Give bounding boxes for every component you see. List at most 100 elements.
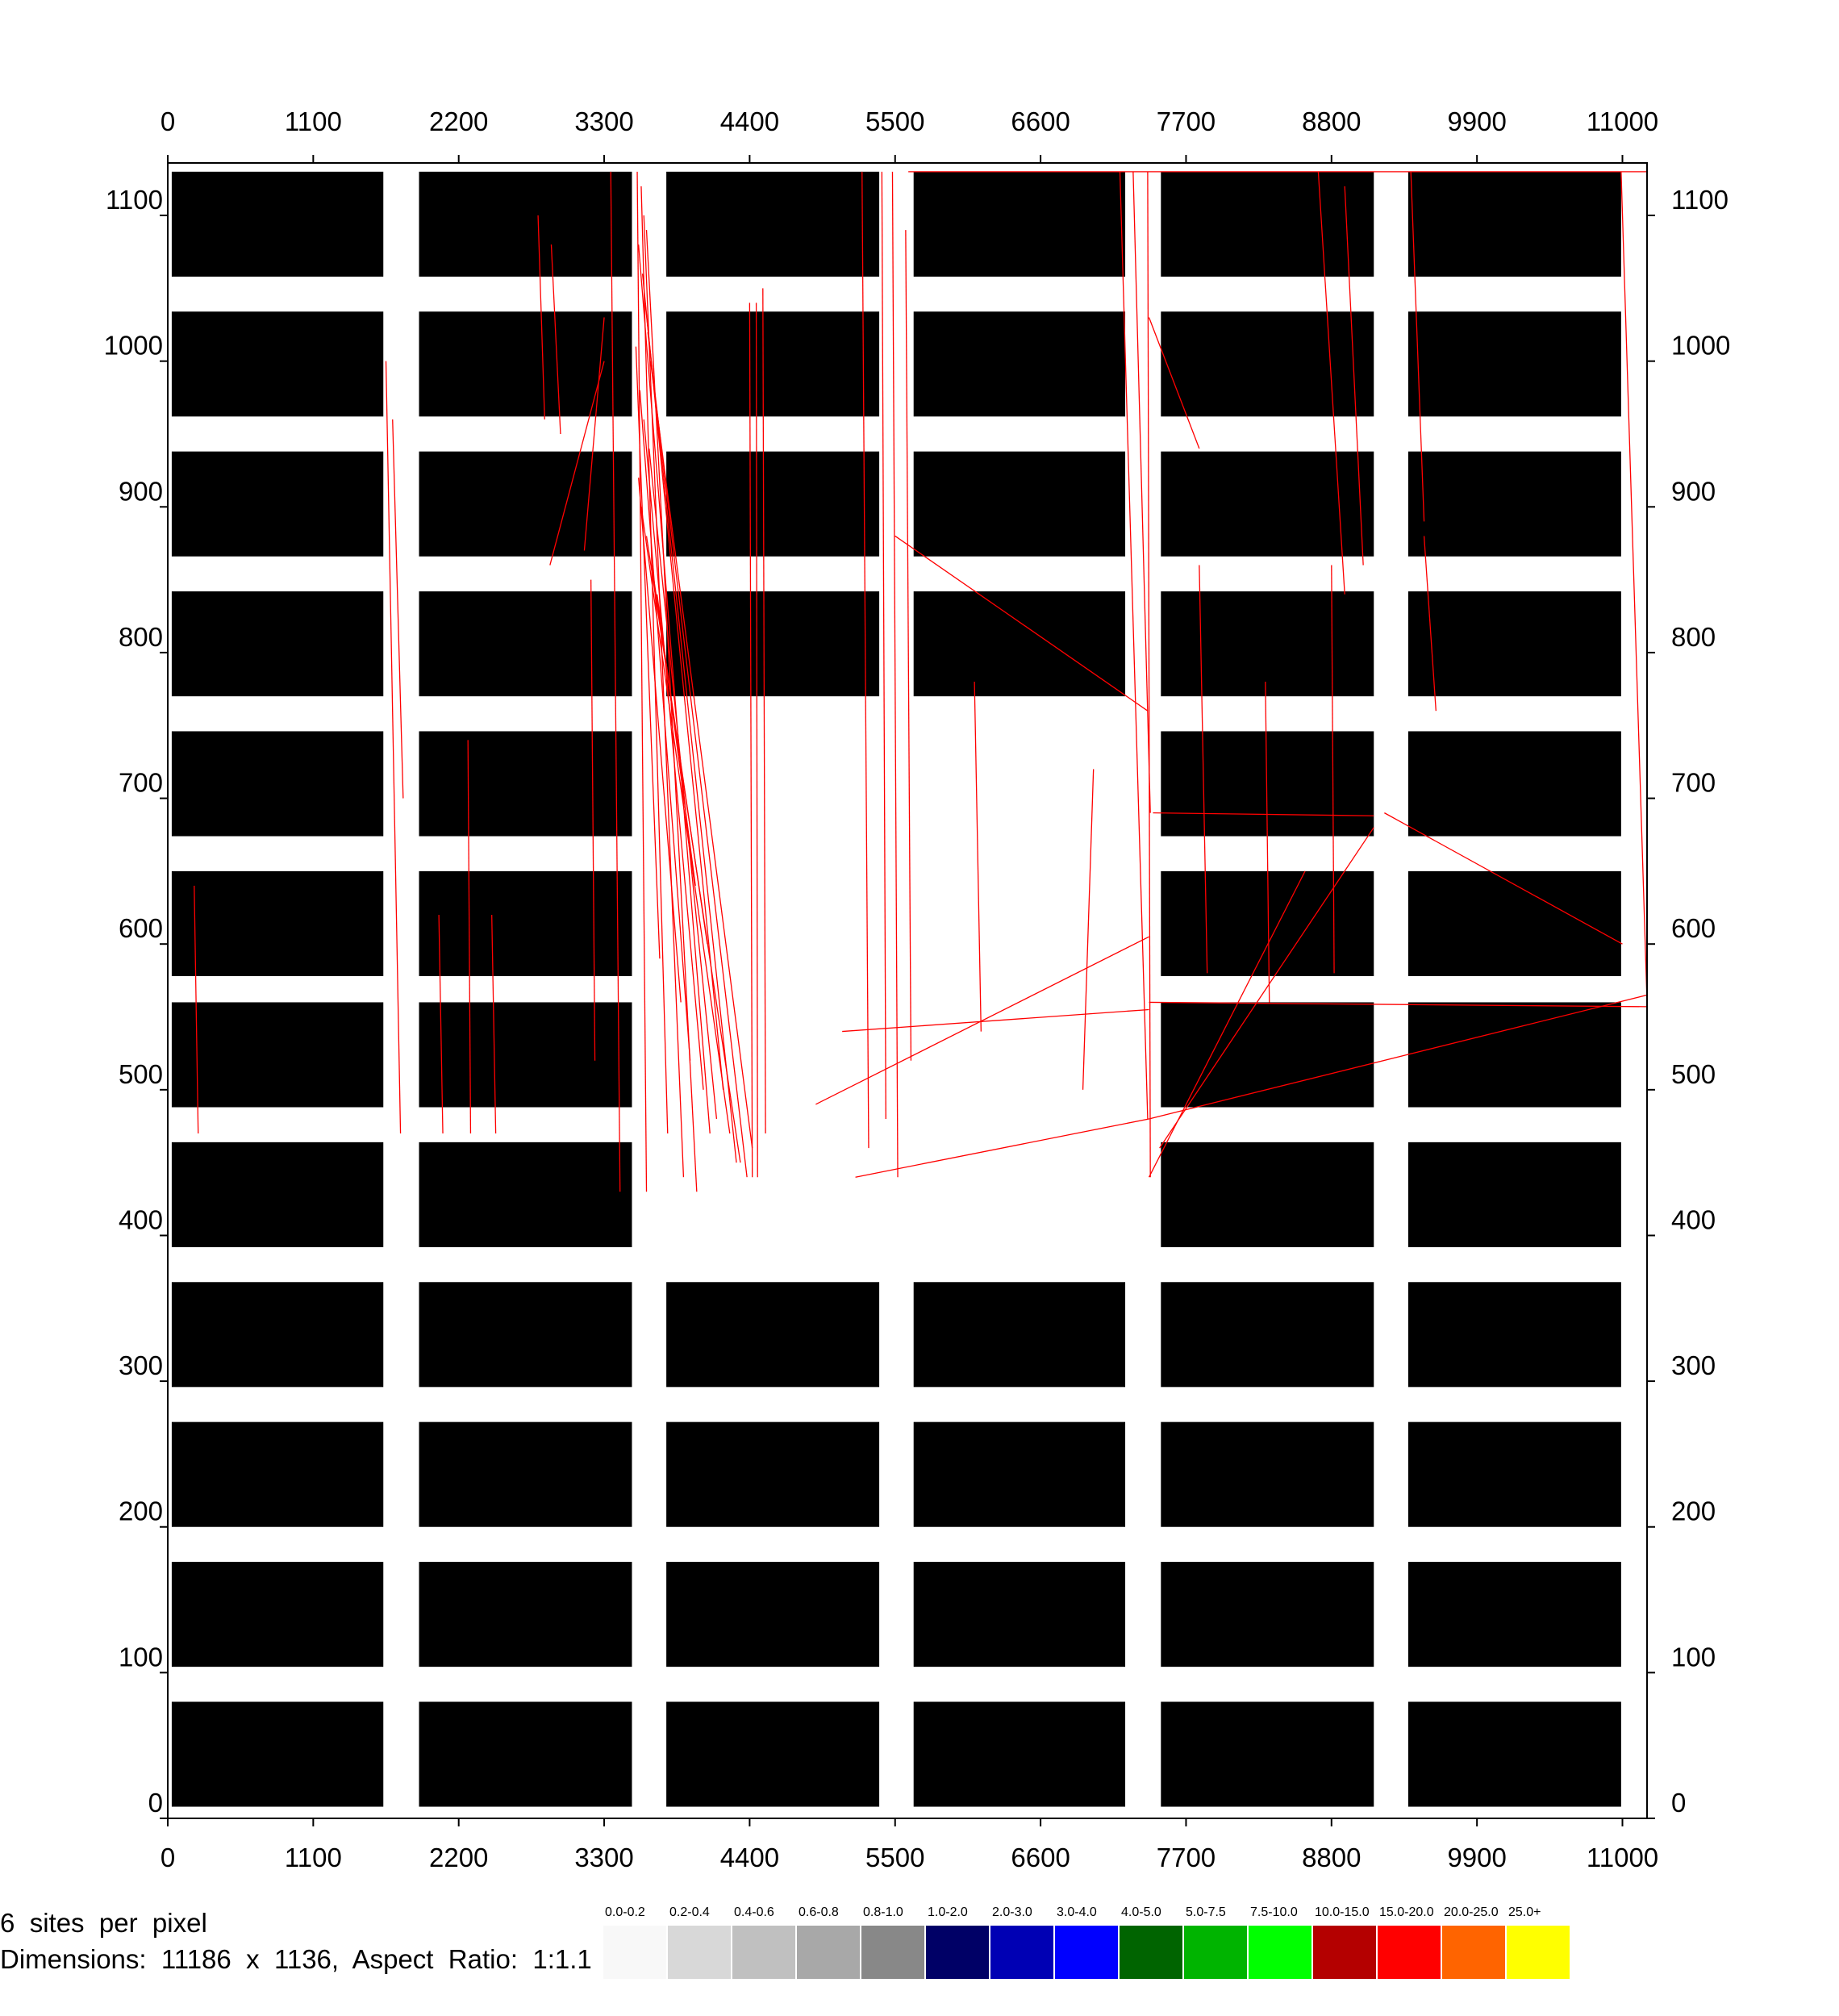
legend-swatch xyxy=(732,1926,795,1979)
trace-line xyxy=(749,303,753,1178)
site-block xyxy=(171,451,384,557)
trace-line xyxy=(583,317,605,551)
legend-swatch xyxy=(603,1926,666,1979)
trace-line xyxy=(1317,171,1345,595)
trace-line xyxy=(639,390,691,1061)
trace-line xyxy=(1159,827,1374,1149)
y-tick-label-right: 800 xyxy=(1671,622,1716,652)
trace-line xyxy=(590,579,596,1061)
trace-line xyxy=(537,215,545,419)
y-tick-label-left: 600 xyxy=(119,913,163,943)
x-tick-label-bottom: 7700 xyxy=(1157,1843,1216,1872)
y-tick-label-right: 700 xyxy=(1671,768,1716,798)
site-block xyxy=(1407,870,1621,976)
legend-swatch xyxy=(926,1926,989,1979)
site-block xyxy=(913,451,1126,557)
site-block xyxy=(666,1421,880,1527)
trace-line xyxy=(905,230,912,1061)
site-block xyxy=(913,591,1126,697)
site-block xyxy=(1161,1421,1374,1527)
x-tick-label-top: 2200 xyxy=(429,106,488,136)
trace-line xyxy=(491,915,497,1134)
y-tick-label-left: 1100 xyxy=(106,185,163,215)
trace-line xyxy=(635,346,661,959)
x-tick-label-top: 0 xyxy=(161,106,175,136)
sites-per-pixel-note: 6 sites per pixel xyxy=(0,1908,207,1938)
trace-line xyxy=(842,1008,1149,1033)
site-block xyxy=(1407,731,1621,837)
trace-line xyxy=(1132,171,1151,813)
x-tick-label-bottom: 1100 xyxy=(285,1843,342,1872)
legend-label: 5.0-7.5 xyxy=(1186,1905,1226,1919)
trace-line xyxy=(1423,536,1437,712)
y-tick-label-left: 100 xyxy=(119,1642,163,1672)
legend-label: 0.6-0.8 xyxy=(799,1905,839,1919)
trace-line xyxy=(550,244,561,435)
legend-swatch xyxy=(990,1926,1053,1979)
x-tick-label-top: 4400 xyxy=(720,106,779,136)
y-tick-label-left: 400 xyxy=(119,1204,163,1234)
legend-swatch xyxy=(1249,1926,1311,1979)
site-block xyxy=(419,870,632,976)
y-tick-label-left: 0 xyxy=(148,1788,163,1818)
legend-swatch xyxy=(861,1926,924,1979)
legend-label: 4.0-5.0 xyxy=(1121,1905,1161,1919)
legend-swatch xyxy=(1120,1926,1182,1979)
site-block xyxy=(1407,1002,1621,1108)
site-block xyxy=(1161,1562,1374,1667)
site-block xyxy=(419,1002,632,1108)
site-block xyxy=(419,1701,632,1807)
site-block xyxy=(1161,311,1374,417)
trace-line xyxy=(549,361,605,566)
trace-line xyxy=(815,936,1149,1105)
site-block xyxy=(419,171,632,277)
site-block xyxy=(1161,1142,1374,1247)
site-block xyxy=(1161,1282,1374,1388)
legend-label: 0.4-0.6 xyxy=(734,1905,774,1919)
trace-line xyxy=(891,171,899,1178)
trace-line xyxy=(1265,682,1270,1003)
site-block xyxy=(1407,1421,1621,1527)
x-tick-label-bottom: 6600 xyxy=(1011,1843,1070,1872)
x-tick-label-bottom: 9900 xyxy=(1447,1843,1506,1872)
x-tick-label-bottom: 5500 xyxy=(865,1843,924,1872)
site-block xyxy=(913,1701,1126,1807)
y-tick-label-left: 800 xyxy=(119,622,163,652)
site-block xyxy=(171,731,384,837)
site-block xyxy=(666,591,880,697)
site-block xyxy=(1161,171,1374,277)
site-block xyxy=(419,591,632,697)
trace-line xyxy=(1147,171,1151,1178)
legend-swatch xyxy=(1442,1926,1505,1979)
y-tick-label-left: 500 xyxy=(119,1059,163,1089)
trace-line xyxy=(1331,565,1335,974)
legend-swatch xyxy=(1507,1926,1570,1979)
y-tick-label-right: 600 xyxy=(1671,913,1716,943)
legend-label: 25.0+ xyxy=(1508,1905,1541,1919)
site-block xyxy=(1161,451,1374,557)
site-block xyxy=(1161,591,1374,697)
trace-line xyxy=(1082,769,1095,1090)
x-tick-label-bottom: 3300 xyxy=(574,1843,633,1872)
x-tick-label-top: 5500 xyxy=(865,106,924,136)
trace-line xyxy=(1153,812,1374,816)
x-tick-label-top: 9900 xyxy=(1447,106,1506,136)
trace-line xyxy=(762,288,766,1134)
legend-label: 20.0-25.0 xyxy=(1444,1905,1499,1919)
site-block xyxy=(171,171,384,277)
site-block xyxy=(913,311,1126,417)
trace-line xyxy=(641,273,724,1090)
y-tick-label-left: 900 xyxy=(119,476,163,506)
x-tick-label-top: 3300 xyxy=(574,106,633,136)
site-block xyxy=(666,311,880,417)
legend-swatch xyxy=(1313,1926,1376,1979)
y-tick-label-right: 400 xyxy=(1671,1204,1716,1234)
site-block xyxy=(419,451,632,557)
x-tick-label-top: 8800 xyxy=(1302,106,1361,136)
trace-line xyxy=(648,448,718,1120)
site-block xyxy=(419,1282,632,1388)
legend-label: 1.0-2.0 xyxy=(928,1905,968,1919)
trace-line xyxy=(385,361,402,1134)
trace-line xyxy=(392,419,404,799)
